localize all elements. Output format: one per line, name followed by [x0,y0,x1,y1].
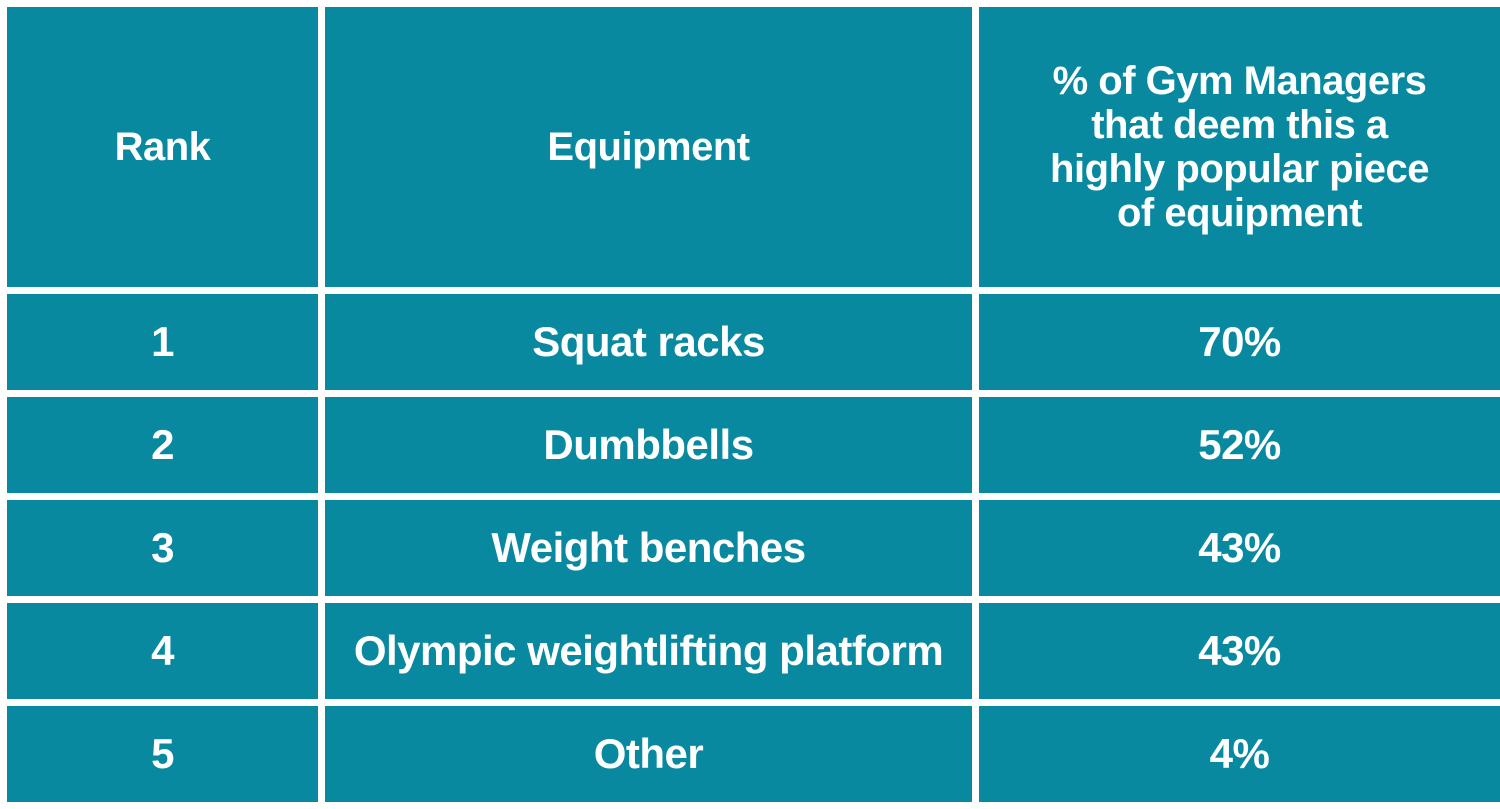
table-row: 4 Olympic weightlifting platform 43% [7,603,1500,699]
header-equipment: Equipment [325,7,972,287]
header-rank: Rank [7,7,318,287]
rank-cell: 1 [7,294,318,390]
table-row: 3 Weight benches 43% [7,500,1500,596]
equipment-cell: Squat racks [325,294,972,390]
table-row: 1 Squat racks 70% [7,294,1500,390]
percent-cell: 4% [979,706,1500,802]
equipment-cell: Olympic weightlifting platform [325,603,972,699]
percent-cell: 43% [979,500,1500,596]
rank-cell: 5 [7,706,318,802]
table-header-row: Rank Equipment % of Gym Managers that de… [7,7,1500,287]
percent-cell: 70% [979,294,1500,390]
table-row: 5 Other 4% [7,706,1500,802]
percent-cell: 52% [979,397,1500,493]
equipment-cell: Other [325,706,972,802]
percent-cell: 43% [979,603,1500,699]
rank-cell: 4 [7,603,318,699]
rank-cell: 3 [7,500,318,596]
rank-cell: 2 [7,397,318,493]
equipment-cell: Weight benches [325,500,972,596]
table-row: 2 Dumbbells 52% [7,397,1500,493]
equipment-cell: Dumbbells [325,397,972,493]
header-percent: % of Gym Managers that deem this a highl… [979,7,1500,287]
